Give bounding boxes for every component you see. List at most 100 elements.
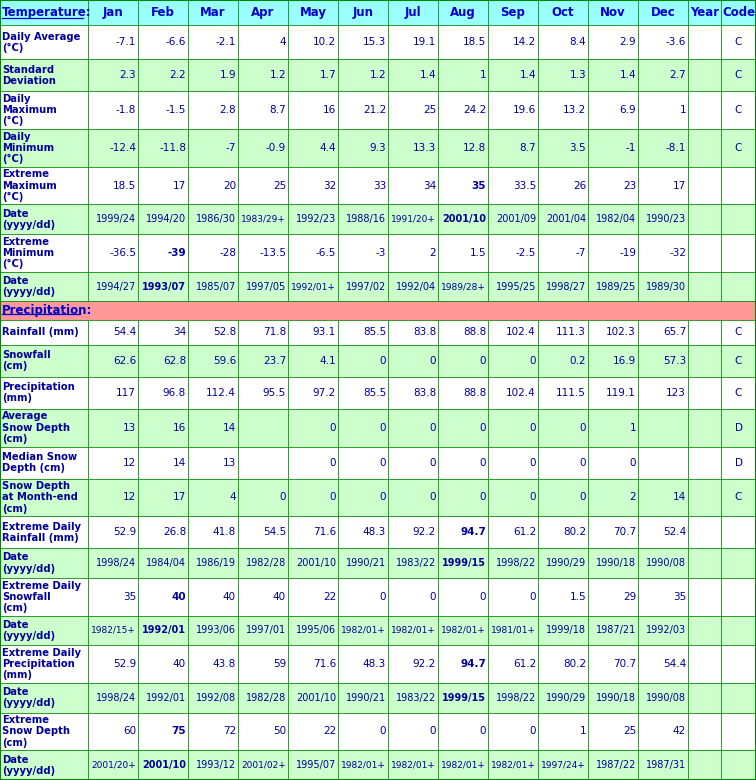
Bar	[288, 615, 338, 645]
Bar	[338, 578, 388, 615]
Text: 80.2: 80.2	[563, 659, 586, 669]
Text: 83.8: 83.8	[413, 328, 436, 337]
Bar	[338, 446, 388, 478]
Text: 2001/20+: 2001/20+	[91, 760, 136, 770]
Text: 0: 0	[330, 492, 336, 502]
Bar	[138, 91, 188, 129]
Bar	[88, 167, 138, 204]
Bar	[388, 578, 438, 615]
Bar	[238, 0, 288, 25]
Bar	[488, 645, 538, 683]
Text: 0.2: 0.2	[569, 356, 586, 366]
Text: 10.2: 10.2	[313, 37, 336, 48]
Text: 1982/01+: 1982/01+	[441, 626, 486, 635]
Bar	[138, 516, 188, 548]
Text: 1.9: 1.9	[219, 70, 236, 80]
Text: 35: 35	[673, 592, 686, 601]
Bar	[538, 345, 588, 377]
Bar	[438, 409, 488, 446]
Bar	[188, 234, 238, 271]
Bar	[138, 345, 188, 377]
Bar	[238, 129, 288, 167]
Text: 0: 0	[479, 423, 486, 433]
Bar	[288, 377, 338, 409]
Text: 1.5: 1.5	[569, 592, 586, 601]
Bar	[588, 25, 638, 59]
Bar	[338, 516, 388, 548]
Text: 62.8: 62.8	[163, 356, 186, 366]
Text: 0: 0	[280, 492, 286, 502]
Bar	[88, 320, 138, 345]
Text: 14.2: 14.2	[513, 37, 536, 48]
Bar	[88, 129, 138, 167]
Bar	[438, 645, 488, 683]
Text: Extreme Daily
Precipitation
(mm): Extreme Daily Precipitation (mm)	[2, 648, 81, 680]
Bar	[288, 59, 338, 91]
Text: C: C	[735, 70, 742, 80]
Bar	[538, 713, 588, 750]
Text: 0: 0	[380, 356, 386, 366]
Text: 117: 117	[116, 388, 136, 398]
Text: 1992/01+: 1992/01+	[291, 282, 336, 291]
Bar	[438, 204, 488, 234]
Text: 16: 16	[173, 423, 186, 433]
Text: 54.4: 54.4	[663, 659, 686, 669]
Bar	[288, 548, 338, 578]
Text: Feb: Feb	[151, 6, 175, 19]
Bar	[538, 167, 588, 204]
Bar	[588, 204, 638, 234]
Text: 1990/21: 1990/21	[346, 693, 386, 703]
Bar	[338, 750, 388, 780]
Bar	[138, 645, 188, 683]
Text: 4.4: 4.4	[319, 143, 336, 153]
Bar	[688, 129, 721, 167]
Bar	[688, 25, 721, 59]
Bar	[138, 204, 188, 234]
Text: 1990/18: 1990/18	[596, 693, 636, 703]
Text: Rainfall (mm): Rainfall (mm)	[2, 328, 79, 337]
Bar	[438, 271, 488, 302]
Bar	[88, 234, 138, 271]
Text: 0: 0	[479, 492, 486, 502]
Bar	[88, 59, 138, 91]
Text: 1992/03: 1992/03	[646, 626, 686, 636]
Text: 1.7: 1.7	[319, 70, 336, 80]
Bar	[638, 0, 688, 25]
Text: 1.4: 1.4	[519, 70, 536, 80]
Bar	[688, 446, 721, 478]
Bar	[0, 548, 88, 578]
Text: -1: -1	[626, 143, 636, 153]
Bar	[438, 129, 488, 167]
Bar	[238, 683, 288, 713]
Text: 18.5: 18.5	[113, 181, 136, 190]
Bar	[188, 320, 238, 345]
Bar	[721, 478, 756, 516]
Text: 0: 0	[380, 592, 386, 601]
Text: 1982/28: 1982/28	[246, 558, 286, 568]
Bar	[438, 446, 488, 478]
Text: 1998/24: 1998/24	[96, 558, 136, 568]
Text: 25: 25	[273, 181, 286, 190]
Bar	[288, 713, 338, 750]
Bar	[88, 615, 138, 645]
Bar	[638, 750, 688, 780]
Bar	[188, 377, 238, 409]
Bar	[0, 0, 88, 25]
Text: C: C	[735, 388, 742, 398]
Bar	[688, 478, 721, 516]
Bar	[538, 59, 588, 91]
Text: -8.1: -8.1	[665, 143, 686, 153]
Bar	[388, 0, 438, 25]
Text: 70.7: 70.7	[613, 527, 636, 537]
Text: 23: 23	[623, 181, 636, 190]
Bar	[88, 0, 138, 25]
Bar	[538, 25, 588, 59]
Bar	[721, 204, 756, 234]
Text: 54.4: 54.4	[113, 328, 136, 337]
Bar	[388, 645, 438, 683]
Bar	[238, 548, 288, 578]
Text: 1: 1	[630, 423, 636, 433]
Bar	[588, 271, 638, 302]
Text: 0: 0	[330, 458, 336, 467]
Bar	[538, 478, 588, 516]
